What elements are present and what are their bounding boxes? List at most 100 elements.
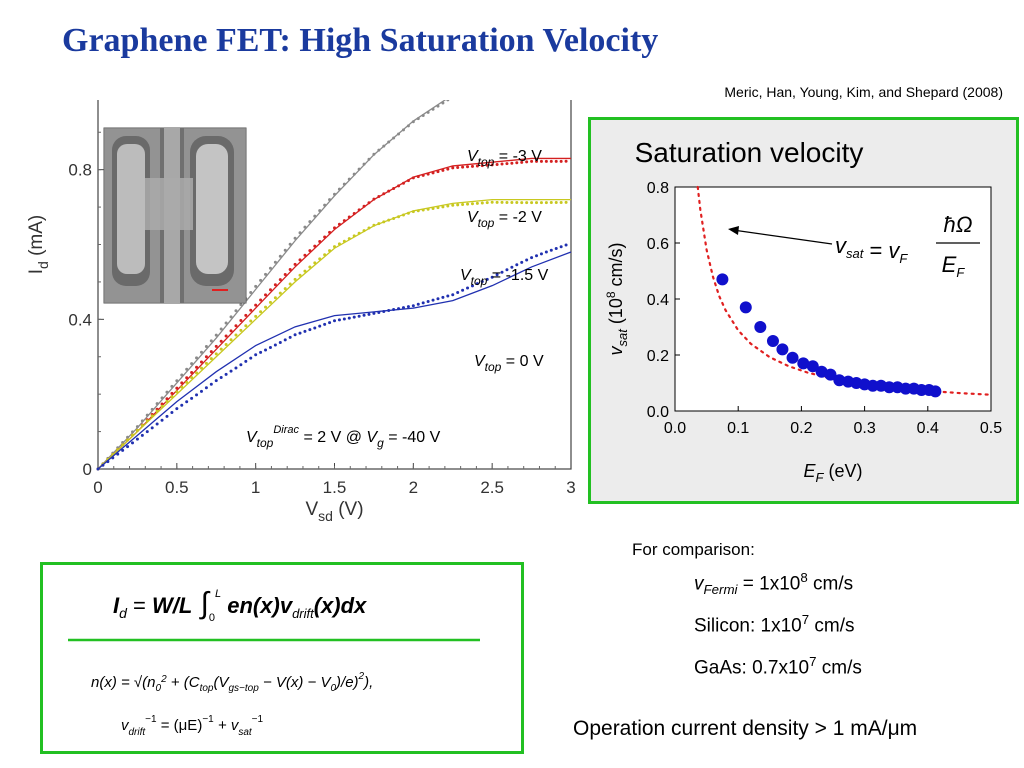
iv-data-point — [431, 206, 435, 210]
iv-data-point — [239, 328, 243, 332]
iv-data-point — [116, 448, 120, 452]
iv-data-point — [342, 182, 346, 186]
current-density-note: Operation current density > 1 mA/μm — [573, 717, 918, 740]
iv-data-point — [264, 293, 268, 297]
iv-data-point — [495, 273, 499, 277]
iv-data-point — [328, 230, 332, 234]
iv-data-point — [564, 243, 568, 247]
iv-data-point — [298, 231, 302, 235]
sat-data-point — [754, 321, 767, 333]
iv-data-point — [121, 448, 125, 452]
iv-data-point — [170, 384, 174, 388]
iv-data-point — [130, 441, 134, 445]
iv-data-point — [313, 244, 317, 248]
sem-inset-image — [103, 127, 247, 304]
iv-data-point — [298, 331, 302, 335]
iv-data-point — [283, 248, 287, 252]
iv-data-point — [475, 201, 479, 205]
iv-data-point — [333, 192, 336, 196]
iv-data-point — [130, 430, 134, 434]
iv-data-point — [254, 303, 258, 307]
iv-data-point — [175, 379, 179, 383]
iv-data-point — [214, 352, 218, 356]
sat-axes: 0.0 0.1 0.2 0.3 0.4 0.5 0.0 0.2 0.4 0.6 0.8 EF (eV)… — [604, 180, 1002, 485]
iv-data-point — [204, 355, 208, 359]
iv-data-point — [480, 201, 484, 205]
iv-data-point — [224, 372, 228, 376]
density-equation: n(x) = √(n02 + (Ctop(Vgs−top − V(x) − V0… — [91, 671, 373, 694]
formula-denominator: EF — [942, 252, 966, 280]
iv-data-point — [500, 200, 504, 204]
iv-data-point — [328, 198, 332, 202]
iv-data-point — [244, 313, 248, 317]
iv-series-line — [97, 100, 447, 470]
iv-data-point — [239, 319, 243, 323]
iv-data-point — [466, 202, 470, 206]
iv-data-point — [219, 327, 223, 331]
iv-data-point — [357, 208, 361, 212]
iv-data-point — [165, 414, 169, 418]
iv-data-point — [209, 350, 213, 354]
iv-data-point — [111, 456, 115, 460]
iv-series-line — [97, 198, 571, 470]
iv-data-point — [441, 205, 445, 209]
iv-data-point — [456, 203, 460, 207]
iv-data-point — [190, 370, 194, 374]
iv-data-point — [308, 220, 312, 224]
iv-data-point — [229, 329, 233, 333]
iv-data-point — [441, 168, 445, 172]
iv-data-point — [273, 343, 277, 347]
iv-data-point — [288, 267, 292, 271]
iv-data-point — [436, 104, 440, 108]
iv-data-point — [367, 226, 371, 230]
iv-data-point — [436, 297, 440, 301]
iv-data-point — [539, 201, 543, 205]
iv-data-point — [209, 382, 213, 386]
iv-data-point — [209, 339, 213, 343]
iv-data-point — [234, 333, 238, 337]
iv-data-point — [308, 265, 312, 269]
iv-data-point — [308, 249, 312, 253]
iv-data-point — [362, 229, 366, 233]
iv-data-point — [372, 197, 376, 201]
iv-data-point — [342, 219, 346, 223]
iv-data-point — [254, 284, 258, 288]
iv-data-point — [372, 223, 376, 227]
iv-data-point — [288, 242, 292, 246]
iv-data-point — [392, 308, 396, 312]
iv-data-point — [421, 301, 425, 305]
iv-data-point — [470, 164, 474, 168]
iv-data-point — [337, 222, 341, 226]
iv-data-point — [461, 288, 465, 292]
svg-text:vsat = vF: vsat = vF — [835, 233, 908, 266]
iv-data-point — [333, 226, 336, 230]
iv-data-point — [431, 107, 435, 111]
y-tick-label: 0.8 — [68, 161, 92, 180]
iv-data-point — [254, 353, 258, 357]
sat-data-points — [716, 273, 942, 398]
iv-data-point — [401, 128, 405, 132]
dirac-condition-label: VtopDirac = 2 V @ Vg = -40 V — [246, 424, 441, 450]
iv-data-point — [510, 161, 514, 165]
iv-data-point — [101, 463, 105, 467]
iv-series-labels: Vtop = -3 V Vtop = -2 V Vtop = -1.5 V Vtop … — [246, 148, 549, 450]
iv-data-point — [145, 419, 149, 423]
iv-data-point — [490, 275, 494, 279]
sat-y-tick-label: 0.4 — [647, 292, 669, 309]
sat-data-point — [806, 360, 819, 373]
iv-data-point — [362, 162, 366, 166]
iv-data-point — [190, 362, 194, 366]
iv-data-point — [303, 269, 307, 273]
iv-data-point — [268, 345, 272, 349]
iv-data-point — [564, 200, 568, 204]
iv-data-point — [155, 402, 159, 406]
iv-data-point — [475, 164, 479, 168]
iv-data-point — [520, 260, 524, 264]
iv-data-point — [199, 350, 203, 354]
iv-data-point — [337, 242, 341, 246]
iv-data-point — [293, 262, 297, 266]
iv-data-point — [145, 413, 149, 417]
sat-y-tick-label: 0.2 — [647, 348, 669, 365]
comparison-block: For comparison: vFermi = 1x108 cm/s Sili… — [632, 540, 1012, 750]
